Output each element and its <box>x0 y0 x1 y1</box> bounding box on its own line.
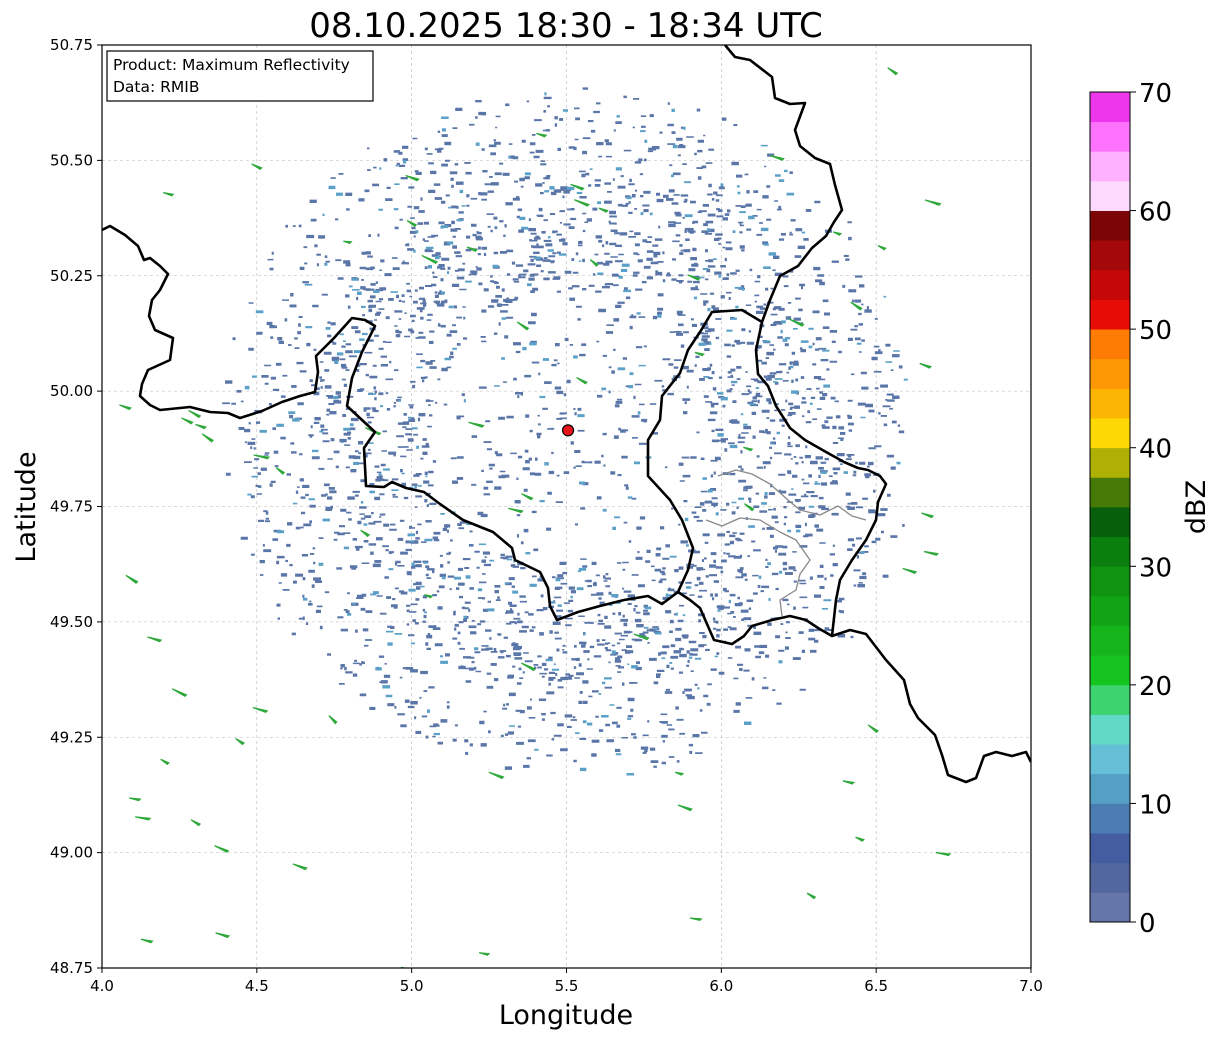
colorbar-segment <box>1090 121 1130 152</box>
colorbar-segment <box>1090 655 1130 686</box>
info-data-source: Data: RMIB <box>113 78 200 96</box>
colorbar: 0 10 20 30 40 50 60 70 dBZ <box>1089 79 1212 939</box>
colorbar-segment <box>1090 744 1130 775</box>
border-line-internal <box>705 469 867 617</box>
y-tick-label: 49.25 <box>50 728 93 746</box>
colorbar-segment <box>1090 833 1130 864</box>
radar-echo-streaks <box>119 67 952 968</box>
y-tick-label: 49.50 <box>50 613 93 631</box>
border-line-south <box>677 590 833 646</box>
colorbar-tick-label: 70 <box>1139 79 1172 109</box>
info-box: Product: Maximum Reflectivity Data: RMIB <box>106 50 374 102</box>
info-box-frame <box>106 50 374 102</box>
colorbar-segment <box>1090 299 1130 330</box>
colorbar-frame <box>1089 91 1131 923</box>
colorbar-segment <box>1090 180 1130 211</box>
map-title: 08.10.2025 18:30 - 18:34 UTC <box>309 6 823 46</box>
border-line-east <box>754 321 1031 784</box>
x-axis-label: Longitude <box>499 1000 633 1031</box>
colorbar-segment <box>1090 358 1130 389</box>
radar-site-marker <box>561 424 575 437</box>
country-borders <box>102 45 1031 784</box>
radar-echo-layer <box>119 67 952 968</box>
colorbar-segment <box>1090 595 1130 626</box>
colorbar-segment <box>1090 507 1130 538</box>
colorbar-segments <box>1090 92 1130 923</box>
y-tick-label: 50.50 <box>50 151 93 169</box>
x-tick-label: 6.5 <box>864 977 888 995</box>
x-tick-label: 5.5 <box>555 977 579 995</box>
x-tick-label: 4.5 <box>245 977 269 995</box>
border-line-west <box>102 45 844 622</box>
colorbar-segment <box>1090 536 1130 567</box>
colorbar-segment <box>1090 477 1130 508</box>
y-tick-label: 50.25 <box>50 267 93 285</box>
y-tick-label: 49.75 <box>50 498 93 516</box>
colorbar-tick-label: 20 <box>1139 672 1172 702</box>
colorbar-segment <box>1090 803 1130 834</box>
x-tick-label: 7.0 <box>1019 977 1043 995</box>
x-axis-ticks: 4.0 4.5 5.0 5.5 6.0 6.5 7.0 <box>90 968 1043 995</box>
y-axis-ticks: 48.75 49.00 49.25 49.50 49.75 50.00 50.25 50.50… <box>50 36 102 977</box>
y-tick-label: 48.75 <box>50 959 93 977</box>
radar-echo-low <box>222 87 905 770</box>
colorbar-segment <box>1090 269 1130 300</box>
colorbar-tick-label: 0 <box>1139 909 1156 939</box>
map-panel: Product: Maximum Reflectivity Data: RMIB… <box>11 36 1043 1031</box>
colorbar-tick-label: 10 <box>1139 790 1172 820</box>
x-tick-label: 4.0 <box>90 977 114 995</box>
y-axis-label: Latitude <box>11 451 42 562</box>
colorbar-tick-label: 40 <box>1139 435 1172 465</box>
colorbar-segment <box>1090 892 1130 923</box>
colorbar-segment <box>1090 566 1130 597</box>
info-product: Product: Maximum Reflectivity <box>113 56 350 74</box>
colorbar-segment <box>1090 684 1130 715</box>
colorbar-tick-label: 50 <box>1139 316 1172 346</box>
colorbar-ticks: 0 10 20 30 40 50 60 70 <box>1130 79 1172 939</box>
x-tick-label: 6.0 <box>709 977 733 995</box>
y-tick-label: 50.75 <box>50 36 93 54</box>
colorbar-segment <box>1090 388 1130 419</box>
colorbar-label: dBZ <box>1181 480 1212 534</box>
colorbar-tick-label: 30 <box>1139 553 1172 583</box>
x-tick-label: 5.0 <box>400 977 424 995</box>
colorbar-segment <box>1090 714 1130 745</box>
y-tick-label: 50.00 <box>50 382 93 400</box>
colorbar-tick-label: 60 <box>1139 198 1172 228</box>
colorbar-segment <box>1090 92 1130 123</box>
colorbar-segment <box>1090 625 1130 656</box>
colorbar-segment <box>1090 418 1130 449</box>
y-tick-label: 49.00 <box>50 844 93 862</box>
colorbar-segment <box>1090 447 1130 478</box>
colorbar-segment <box>1090 240 1130 271</box>
colorbar-segment <box>1090 210 1130 241</box>
colorbar-segment <box>1090 773 1130 804</box>
colorbar-segment <box>1090 151 1130 182</box>
colorbar-segment <box>1090 329 1130 360</box>
colorbar-segment <box>1090 862 1130 893</box>
